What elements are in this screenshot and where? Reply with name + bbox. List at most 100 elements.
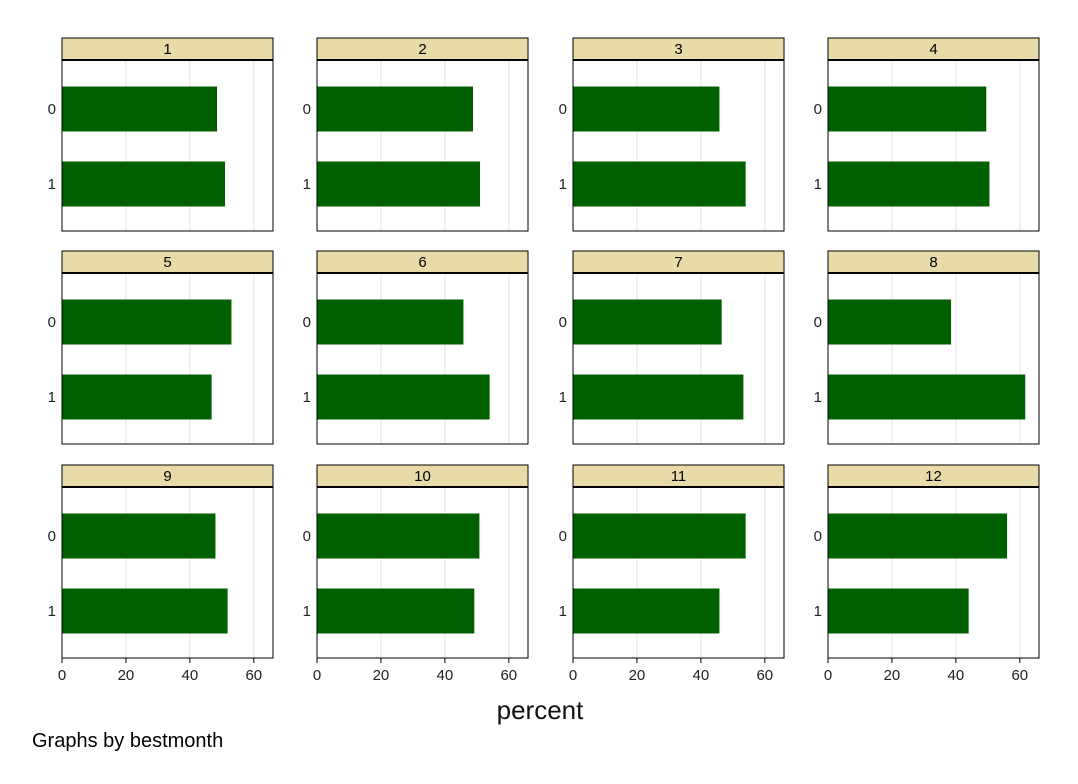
bar	[573, 161, 746, 207]
y-tick-label: 1	[814, 176, 822, 193]
bar	[828, 588, 969, 634]
y-tick-label: 0	[814, 528, 822, 545]
plot-frame	[316, 59, 529, 232]
plot-frame	[61, 272, 274, 445]
plot-frame	[316, 486, 529, 659]
panel-6: 6 0 1	[303, 250, 529, 445]
x-tick-label: 60	[245, 667, 262, 684]
x-tick-label: 60	[756, 667, 773, 684]
panel-strip-label: 9	[163, 468, 171, 485]
y-tick-label: 1	[303, 176, 311, 193]
y-tick-label: 1	[48, 603, 56, 620]
bar	[62, 86, 218, 132]
panel-strip-label: 11	[671, 468, 687, 485]
y-tick-label: 1	[559, 603, 567, 620]
y-tick-label: 0	[814, 101, 822, 118]
panel-1: 1 0 1	[48, 37, 274, 232]
panel-strip-label: 3	[674, 41, 682, 58]
bar	[62, 299, 232, 345]
y-tick-label: 0	[559, 528, 567, 545]
y-tick-label: 1	[303, 603, 311, 620]
plot-frame	[572, 486, 785, 659]
x-tick-label: 20	[118, 667, 135, 684]
plot-frame	[827, 272, 1040, 445]
bar	[828, 86, 987, 132]
bar	[62, 161, 226, 207]
plot-frame	[827, 59, 1040, 232]
bar	[573, 513, 746, 559]
plot-frame	[827, 486, 1040, 659]
panel-strip-label: 5	[163, 254, 171, 271]
y-tick-label: 0	[559, 314, 567, 331]
bar	[317, 513, 480, 559]
panel-4: 4 0 1	[814, 37, 1040, 232]
x-tick-label: 0	[824, 667, 832, 684]
y-tick-label: 1	[814, 603, 822, 620]
panel-strip-label: 1	[163, 41, 171, 58]
panel-strip-label: 4	[929, 41, 937, 58]
plot-frame	[572, 272, 785, 445]
y-tick-label: 0	[559, 101, 567, 118]
x-tick-label: 40	[437, 667, 454, 684]
bar	[317, 374, 490, 420]
panel-strip-label: 7	[674, 254, 682, 271]
graph-note: Graphs by bestmonth	[32, 730, 223, 752]
y-tick-label: 1	[559, 389, 567, 406]
bar	[828, 161, 990, 207]
bar	[62, 588, 228, 634]
x-tick-label: 60	[1011, 667, 1028, 684]
x-tick-label: 0	[58, 667, 66, 684]
bar	[317, 299, 464, 345]
x-tick-label: 20	[373, 667, 390, 684]
y-tick-label: 1	[559, 176, 567, 193]
panel-7: 7 0 1	[559, 250, 785, 445]
panel-strip-label: 10	[414, 468, 431, 485]
y-tick-label: 0	[48, 314, 56, 331]
y-tick-label: 1	[814, 389, 822, 406]
panel-strip-label: 8	[929, 254, 937, 271]
plot-frame	[572, 59, 785, 232]
y-tick-label: 1	[303, 389, 311, 406]
x-tick-label: 40	[693, 667, 710, 684]
bar	[828, 299, 952, 345]
bar	[828, 374, 1026, 420]
bar	[573, 588, 720, 634]
y-tick-label: 0	[48, 528, 56, 545]
y-tick-label: 1	[48, 389, 56, 406]
y-tick-label: 0	[814, 314, 822, 331]
y-tick-label: 0	[303, 528, 311, 545]
x-tick-label: 0	[569, 667, 577, 684]
y-tick-label: 1	[48, 176, 56, 193]
panel-strip-label: 2	[418, 41, 426, 58]
bar	[828, 513, 1008, 559]
y-tick-label: 0	[303, 314, 311, 331]
bar	[62, 374, 212, 420]
bar	[573, 86, 720, 132]
panel-strip-label: 12	[925, 468, 942, 485]
x-axis-title: percent	[497, 695, 584, 725]
x-tick-label: 20	[629, 667, 646, 684]
y-tick-label: 0	[303, 101, 311, 118]
bar	[317, 161, 481, 207]
x-tick-label: 20	[884, 667, 901, 684]
panel-5: 5 0 1	[48, 250, 274, 445]
panel-2: 2 0 1	[303, 37, 529, 232]
plot-frame	[316, 272, 529, 445]
bar	[62, 513, 216, 559]
y-tick-label: 0	[48, 101, 56, 118]
panel-3: 3 0 1	[559, 37, 785, 232]
bar	[317, 86, 474, 132]
x-tick-label: 0	[313, 667, 321, 684]
panel-strip-label: 6	[418, 254, 426, 271]
x-tick-label: 40	[948, 667, 965, 684]
bar	[317, 588, 475, 634]
x-tick-label: 40	[182, 667, 199, 684]
bar	[573, 299, 722, 345]
bar	[573, 374, 744, 420]
